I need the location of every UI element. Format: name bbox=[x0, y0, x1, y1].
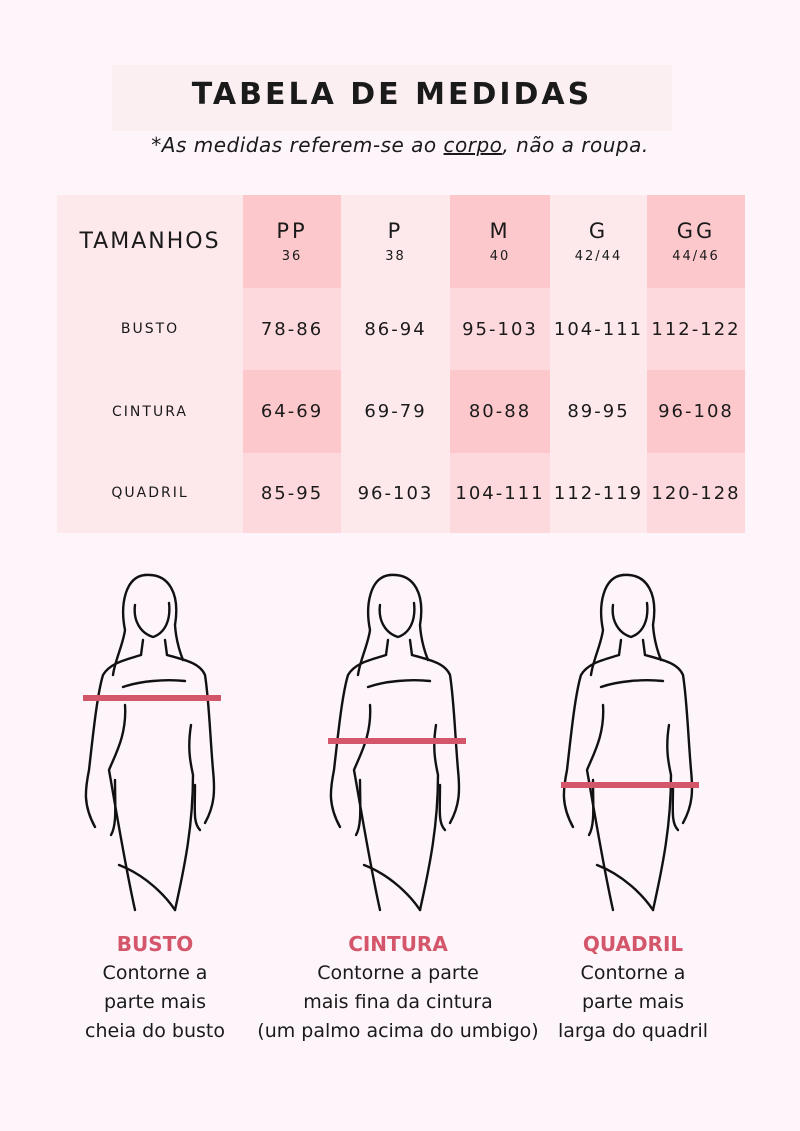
note-underlined: corpo bbox=[443, 133, 503, 157]
caption-bust: BUSTO Contorne a parte mais cheia do busto bbox=[5, 930, 305, 1046]
caption-line: cheia do busto bbox=[85, 1020, 225, 1042]
size-name: M bbox=[489, 219, 511, 243]
caption-line: Contorne a bbox=[102, 962, 208, 984]
table-cell: 69-79 bbox=[341, 370, 450, 453]
caption-line: parte mais bbox=[103, 991, 207, 1013]
note-prefix: *As medidas referem-se ao bbox=[151, 133, 444, 157]
size-table: TAMANHOS PP 36 P 38 M 40 G 42/44 GG 44/46 BUSTO 78-8… bbox=[57, 195, 745, 533]
measure-band-hip bbox=[561, 782, 699, 788]
row-label-text: CINTURA bbox=[112, 403, 188, 420]
size-header: PP 36 bbox=[243, 195, 341, 288]
caption-hip: QUADRIL Contorne a parte mais larga do quad… bbox=[483, 930, 783, 1046]
table-cell: 112-119 bbox=[550, 453, 647, 533]
woman-silhouette-icon bbox=[561, 573, 699, 912]
caption-line: mais fina da cintura bbox=[303, 991, 493, 1013]
measurement-value: 80-88 bbox=[468, 401, 532, 422]
woman-silhouette-icon bbox=[328, 573, 466, 912]
measurement-value: 64-69 bbox=[260, 401, 324, 422]
table-cell: 85-95 bbox=[243, 453, 341, 533]
caption-heading: QUADRIL bbox=[582, 932, 684, 956]
table-cell: 78-86 bbox=[243, 288, 341, 370]
size-number: 40 bbox=[489, 249, 511, 264]
figure-hip bbox=[553, 565, 713, 925]
caption-line: Contorne a parte bbox=[317, 962, 479, 984]
measurement-value: 89-95 bbox=[567, 401, 630, 422]
size-number: 38 bbox=[385, 249, 406, 264]
woman-silhouette-icon bbox=[83, 573, 221, 912]
row-label-text: QUADRIL bbox=[111, 485, 189, 501]
table-cell: 95-103 bbox=[450, 288, 550, 370]
measurement-value: 104-111 bbox=[553, 318, 644, 340]
size-header: M 40 bbox=[450, 195, 550, 288]
size-name: GG bbox=[676, 219, 716, 243]
caption-heading: BUSTO bbox=[116, 932, 194, 956]
table-cell: 80-88 bbox=[450, 370, 550, 453]
size-header: GG 44/46 bbox=[647, 195, 745, 288]
page-title: TABELA DE MEDIDAS bbox=[191, 77, 593, 112]
measurement-value: 78-86 bbox=[260, 318, 324, 340]
measurement-value: 95-103 bbox=[462, 318, 538, 340]
size-name: P bbox=[387, 219, 404, 243]
figure-waist bbox=[320, 565, 480, 925]
size-number: 44/46 bbox=[672, 249, 720, 264]
measurement-value: 86-94 bbox=[364, 318, 427, 340]
table-cell: 86-94 bbox=[341, 288, 450, 370]
table-cell: 112-122 bbox=[647, 288, 745, 370]
header-label: TAMANHOS bbox=[57, 195, 243, 288]
caption-line: larga do quadril bbox=[557, 1020, 709, 1042]
size-name: PP bbox=[276, 219, 308, 243]
caption-waist: CINTURA Contorne a parte mais fina da cint… bbox=[248, 930, 548, 1046]
caption-line: (um palmo acima do umbigo) bbox=[257, 1020, 539, 1042]
table-cell: 64-69 bbox=[243, 370, 341, 453]
measurement-value: 96-103 bbox=[357, 482, 434, 504]
measurement-value: 120-128 bbox=[651, 482, 741, 504]
caption-line: Contorne a bbox=[580, 962, 686, 984]
measurement-note: *As medidas referem-se ao corpo, não a r… bbox=[0, 133, 800, 157]
measurement-value: 96-108 bbox=[658, 401, 734, 422]
measurement-value: 112-119 bbox=[553, 482, 644, 504]
table-cell: 104-111 bbox=[550, 288, 647, 370]
size-number: 42/44 bbox=[574, 249, 623, 264]
measurement-value: 112-122 bbox=[651, 318, 741, 340]
figure-bust bbox=[75, 565, 235, 925]
note-suffix: , não a roupa. bbox=[502, 133, 649, 157]
caption-line: parte mais bbox=[581, 991, 685, 1013]
title-box: TABELA DE MEDIDAS bbox=[112, 65, 672, 131]
size-header: G 42/44 bbox=[550, 195, 647, 288]
measurement-value: 104-111 bbox=[455, 482, 545, 504]
table-cell: 104-111 bbox=[450, 453, 550, 533]
table-cell: 96-108 bbox=[647, 370, 745, 453]
row-label: QUADRIL bbox=[57, 453, 243, 533]
measurement-value: 69-79 bbox=[364, 401, 427, 422]
row-label: BUSTO bbox=[57, 288, 243, 370]
size-number: 36 bbox=[281, 249, 303, 264]
measurement-value: 85-95 bbox=[260, 482, 324, 504]
table-cell: 120-128 bbox=[647, 453, 745, 533]
row-label-text: BUSTO bbox=[120, 321, 180, 337]
table-cell: 89-95 bbox=[550, 370, 647, 453]
header-label-text: TAMANHOS bbox=[79, 229, 221, 254]
table-cell: 96-103 bbox=[341, 453, 450, 533]
size-name: G bbox=[588, 219, 609, 243]
measure-band-bust bbox=[83, 695, 221, 701]
caption-heading: CINTURA bbox=[348, 932, 448, 956]
size-header: P 38 bbox=[341, 195, 450, 288]
row-label: CINTURA bbox=[57, 370, 243, 453]
measure-band-waist bbox=[328, 738, 466, 744]
